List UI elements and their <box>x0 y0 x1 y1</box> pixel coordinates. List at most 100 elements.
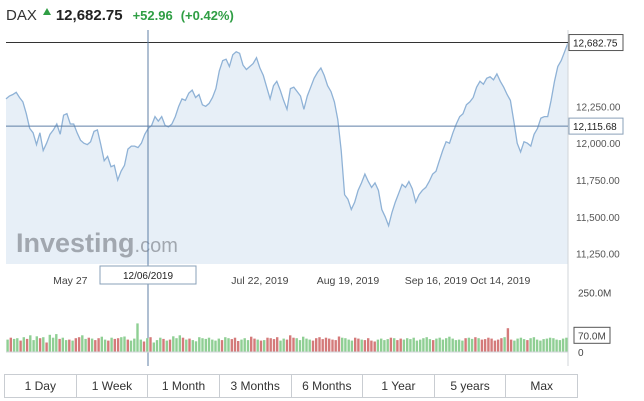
volume-bar <box>61 337 64 352</box>
volume-bar <box>19 340 22 352</box>
y-tick-label: 11,750.00 <box>576 176 620 187</box>
volume-bar <box>178 335 181 352</box>
volume-bar <box>565 337 568 352</box>
volume-bar <box>97 338 100 352</box>
volume-bar <box>87 337 90 352</box>
volume-bar <box>110 337 113 352</box>
volume-bar <box>467 337 471 352</box>
y-tick-label: 12,000.00 <box>576 139 621 150</box>
volume-bar <box>16 338 19 352</box>
volume-bar <box>220 340 224 352</box>
volume-bar <box>6 339 9 352</box>
volume-bar <box>253 338 256 352</box>
volume-bar <box>493 340 497 352</box>
x-tick-label: Aug 19, 2019 <box>317 275 380 287</box>
volume-bar <box>35 336 38 352</box>
volume-bar <box>376 339 380 352</box>
watermark-logo: Investing.com <box>16 228 178 258</box>
y-tick-label: 12,250.00 <box>576 102 621 113</box>
price-chart[interactable]: Investing.com 12,250.00 12,000.00 11,750.00… <box>0 0 644 374</box>
volume-bar <box>71 340 74 352</box>
y-tick-label: 11,250.00 <box>576 250 620 261</box>
volume-bar <box>295 338 298 352</box>
volume-bar <box>328 338 331 352</box>
volume-bar <box>162 338 165 352</box>
tab-3-months[interactable]: 3 Months <box>220 375 292 397</box>
volume-tick-label: 0 <box>578 348 584 359</box>
quote-header: DAX 12,682.75 +52.96 (+0.42%) <box>6 4 234 26</box>
volume-bar <box>555 339 558 352</box>
tab-6-months[interactable]: 6 Months <box>292 375 364 397</box>
volume-bar <box>470 338 474 352</box>
volume-bar <box>90 338 94 352</box>
volume-bar <box>29 335 32 352</box>
volume-bar <box>224 337 227 352</box>
volume-bar <box>32 340 35 352</box>
tab-1-week[interactable]: 1 Week <box>77 375 149 397</box>
volume-bar <box>406 338 409 352</box>
tab-max[interactable]: Max <box>530 379 554 393</box>
volume-bar <box>367 338 370 352</box>
last-price: 12,682.75 <box>55 6 123 24</box>
volume-bar <box>84 338 87 352</box>
volume-bar <box>522 339 526 352</box>
timeframe-tabs: 1 Day 1 Week 1 Month 3 Months 6 Months 1… <box>4 374 578 398</box>
volume-bar <box>120 337 123 352</box>
volume-bar <box>438 337 441 352</box>
volume-bar <box>146 338 149 352</box>
volume-bar <box>477 338 480 352</box>
volume-bar <box>38 338 42 352</box>
volume-bar <box>103 339 107 352</box>
volume-bar <box>214 340 217 352</box>
volume-bar <box>548 337 552 352</box>
crosshair-date-label: 12/06/2019 <box>123 271 173 282</box>
volume-bar <box>100 336 103 352</box>
volume-bar <box>276 337 279 352</box>
volume-bar <box>107 340 110 352</box>
volume-bar <box>188 338 191 352</box>
index-symbol: DAX <box>6 6 37 24</box>
volume-bar <box>509 339 513 352</box>
volume-bar <box>454 340 458 352</box>
volume-bar <box>516 338 519 352</box>
volume-bar <box>155 340 159 352</box>
volume-bar <box>432 340 435 352</box>
volume-bar <box>496 339 500 352</box>
price-area <box>6 42 568 265</box>
volume-bar <box>12 338 16 352</box>
volume-bar <box>409 339 412 352</box>
crosshair-value-label: 12,115.68 <box>573 122 617 133</box>
volume-bar <box>402 339 406 352</box>
volume-bar <box>51 337 55 352</box>
volume-bar <box>191 340 194 352</box>
volume-bar <box>233 337 237 352</box>
volume-bar <box>194 341 198 352</box>
volume-bar <box>240 339 243 352</box>
volume-bar <box>490 338 493 352</box>
up-arrow-icon <box>42 7 51 15</box>
volume-bar <box>506 328 510 352</box>
volume-bar <box>298 340 302 352</box>
volume-bar <box>292 337 295 352</box>
tab-5-years[interactable]: 5 years <box>435 375 507 397</box>
volume-bar <box>529 338 532 352</box>
tab-1-month[interactable]: 1 Month <box>148 375 220 397</box>
volume-bar <box>380 338 383 352</box>
last-price-box <box>568 34 624 52</box>
volume-bar <box>22 337 25 352</box>
volume-bar <box>448 336 451 352</box>
volume-bar <box>357 338 360 352</box>
volume-bar <box>9 337 12 352</box>
volume-bar <box>263 340 266 352</box>
volume-bar <box>305 338 308 352</box>
volume-bar <box>347 339 350 352</box>
volume-bar <box>25 338 29 352</box>
volume-bar <box>558 340 562 352</box>
volume-bar <box>211 339 214 352</box>
volume-bar <box>487 337 490 352</box>
volume-bar <box>113 338 116 352</box>
volume-bar <box>81 335 84 352</box>
tab-1-day[interactable]: 1 Day <box>5 375 77 397</box>
volume-bar <box>269 338 272 352</box>
tab-1-year[interactable]: 1 Year <box>363 375 435 397</box>
